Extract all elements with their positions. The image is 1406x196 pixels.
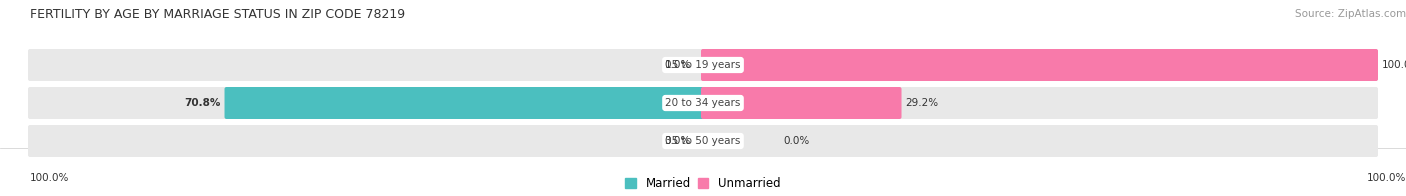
Text: 35 to 50 years: 35 to 50 years	[665, 136, 741, 146]
Text: 0.0%: 0.0%	[665, 136, 690, 146]
Text: 100.0%: 100.0%	[30, 173, 69, 183]
Text: 0.0%: 0.0%	[783, 136, 810, 146]
FancyBboxPatch shape	[225, 87, 704, 119]
Legend: Married, Unmarried: Married, Unmarried	[626, 177, 780, 190]
Text: 29.2%: 29.2%	[905, 98, 939, 108]
Text: FERTILITY BY AGE BY MARRIAGE STATUS IN ZIP CODE 78219: FERTILITY BY AGE BY MARRIAGE STATUS IN Z…	[30, 7, 405, 21]
FancyBboxPatch shape	[28, 49, 1378, 81]
Text: 20 to 34 years: 20 to 34 years	[665, 98, 741, 108]
FancyBboxPatch shape	[702, 87, 901, 119]
FancyBboxPatch shape	[28, 125, 1378, 157]
Text: 0.0%: 0.0%	[665, 60, 690, 70]
Text: Source: ZipAtlas.com: Source: ZipAtlas.com	[1295, 9, 1406, 19]
FancyBboxPatch shape	[28, 87, 1378, 119]
Text: 15 to 19 years: 15 to 19 years	[665, 60, 741, 70]
Text: 100.0%: 100.0%	[1367, 173, 1406, 183]
FancyBboxPatch shape	[702, 49, 1378, 81]
Text: 100.0%: 100.0%	[1382, 60, 1406, 70]
Text: 70.8%: 70.8%	[184, 98, 221, 108]
